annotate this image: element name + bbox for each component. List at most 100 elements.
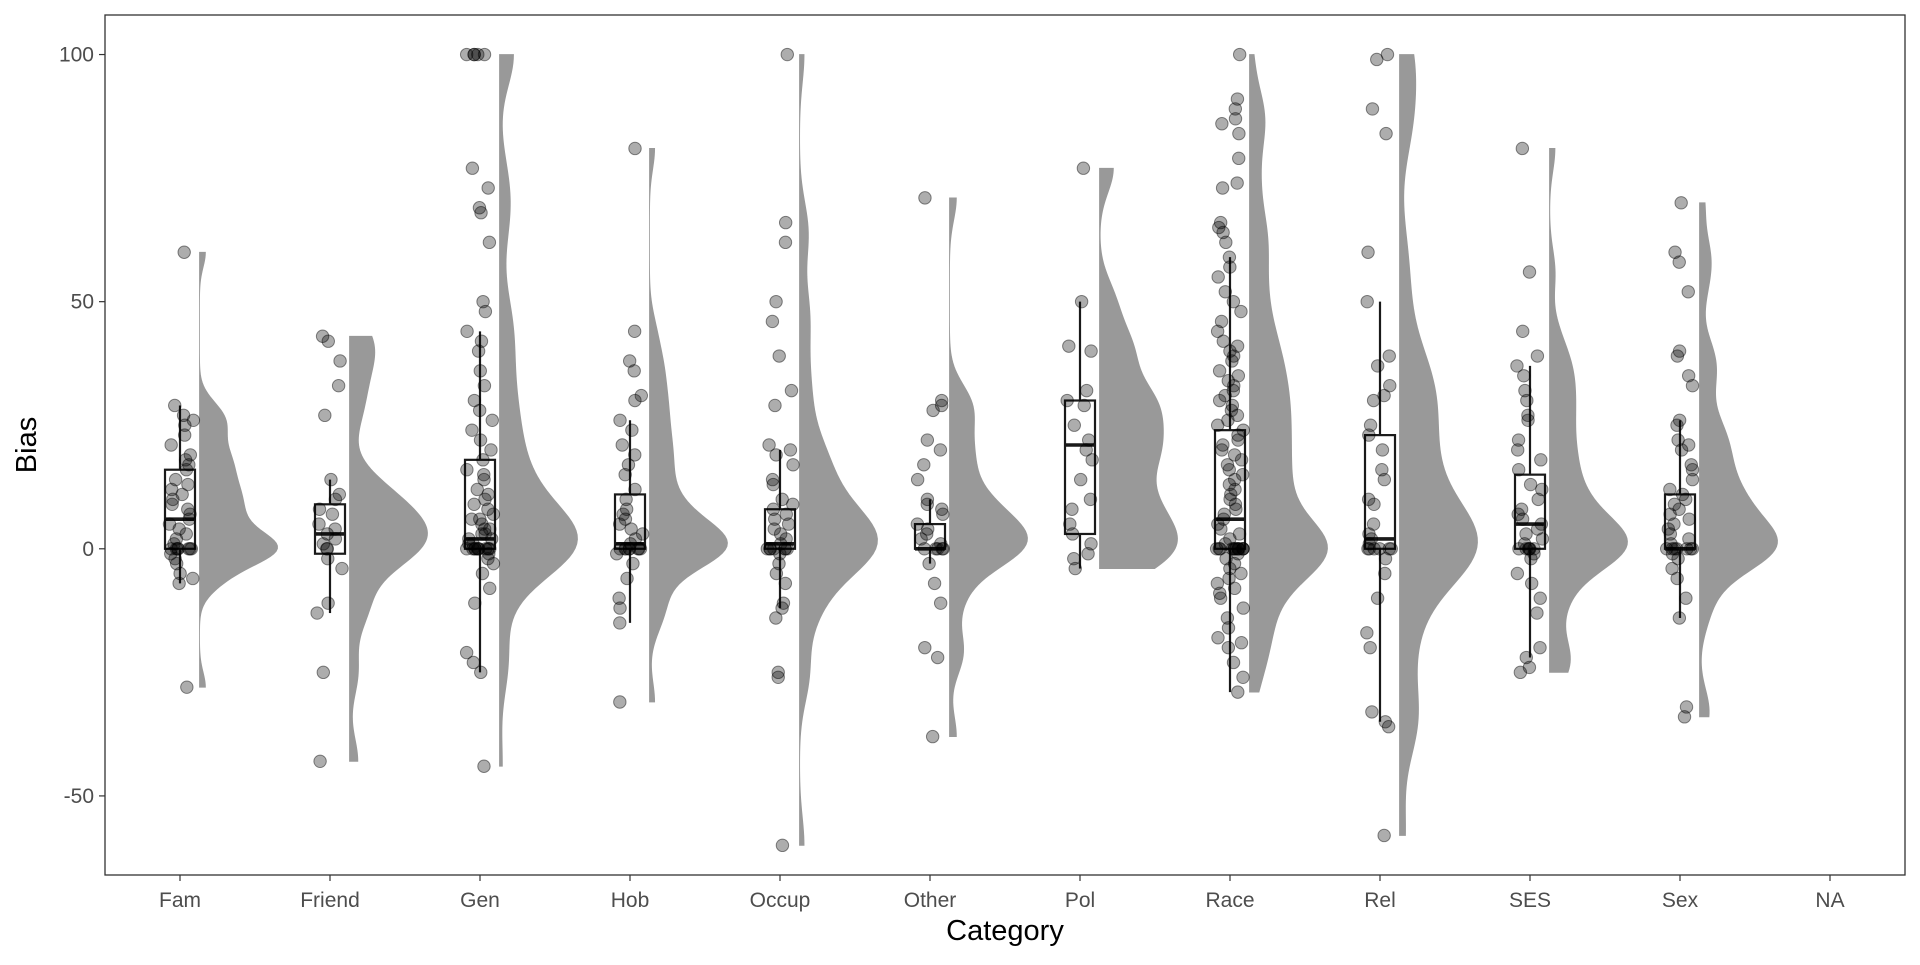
point-race-28 xyxy=(1221,374,1236,388)
point-race-73 xyxy=(1227,542,1242,556)
point-race-11 xyxy=(1216,225,1230,240)
point-sex-13 xyxy=(1684,458,1698,472)
point-friend-13 xyxy=(328,532,343,546)
x-tick-label-ses: SES xyxy=(1509,889,1551,912)
point-other-7 xyxy=(910,472,925,487)
point-rel-25 xyxy=(1372,542,1387,556)
point-sex-22 xyxy=(1682,512,1696,526)
point-rel-13 xyxy=(1375,443,1390,457)
point-ses-23 xyxy=(1535,532,1550,546)
point-hob-0 xyxy=(628,141,642,156)
point-fam-28 xyxy=(171,542,185,556)
point-rel-31 xyxy=(1360,626,1374,640)
point-hob-2 xyxy=(622,354,637,368)
point-gen-27 xyxy=(470,482,484,497)
point-gen-9 xyxy=(482,235,497,250)
point-gen-61 xyxy=(459,645,474,660)
point-fam-9 xyxy=(182,458,196,472)
point-rel-7 xyxy=(1370,359,1385,373)
point-race-60 xyxy=(1223,532,1237,546)
point-fam-7 xyxy=(183,448,198,462)
point-gen-24 xyxy=(460,463,474,477)
point-hob-30 xyxy=(610,547,624,561)
point-race-30 xyxy=(1226,383,1241,398)
point-friend-15 xyxy=(320,542,334,556)
density-hob xyxy=(649,148,728,703)
point-rel-14 xyxy=(1375,463,1389,477)
point-fam-34 xyxy=(169,556,184,571)
point-gen-35 xyxy=(475,517,489,531)
point-rel-10 xyxy=(1366,393,1381,408)
point-race-17 xyxy=(1226,294,1241,309)
point-occup-18 xyxy=(768,512,782,526)
point-rel-17 xyxy=(1367,497,1381,512)
point-fam-32 xyxy=(164,547,178,561)
point-other-18 xyxy=(935,542,949,556)
point-gen-25 xyxy=(477,467,491,482)
point-other-5 xyxy=(933,443,948,457)
point-ses-34 xyxy=(1524,576,1539,591)
x-tick-label-fam: Fam xyxy=(159,889,201,912)
point-race-59 xyxy=(1232,527,1247,541)
point-sex-2 xyxy=(1672,255,1686,269)
point-other-25 xyxy=(918,640,932,655)
point-occup-10 xyxy=(769,448,783,462)
density-other xyxy=(949,197,1028,738)
point-gen-54 xyxy=(478,542,493,556)
point-rel-16 xyxy=(1361,492,1376,507)
point-ses-21 xyxy=(1530,522,1545,536)
point-fam-21 xyxy=(172,522,186,536)
point-race-29 xyxy=(1227,378,1241,393)
box-gen xyxy=(463,458,497,550)
point-occup-23 xyxy=(773,537,788,551)
point-other-1 xyxy=(934,393,949,408)
point-fam-19 xyxy=(182,512,196,526)
point-pol-15 xyxy=(1065,527,1080,541)
point-pol-9 xyxy=(1079,443,1093,457)
point-fam-18 xyxy=(183,507,197,521)
point-gen-23 xyxy=(476,453,490,467)
point-sex-0 xyxy=(1674,196,1688,210)
point-race-8 xyxy=(1215,181,1230,195)
point-sex-19 xyxy=(1667,497,1682,512)
point-race-62 xyxy=(1209,542,1224,556)
point-fam-0 xyxy=(177,245,191,259)
point-race-34 xyxy=(1224,403,1239,418)
y-tick-label-50: 50 xyxy=(71,291,94,314)
point-race-66 xyxy=(1225,542,1240,556)
point-occup-37 xyxy=(769,611,783,625)
point-other-6 xyxy=(917,458,931,472)
point-ses-12 xyxy=(1534,453,1548,467)
point-gen-49 xyxy=(481,542,495,556)
point-fam-17 xyxy=(181,502,195,516)
point-fam-15 xyxy=(166,492,180,507)
point-gen-47 xyxy=(483,542,497,556)
point-ses-9 xyxy=(1521,413,1535,427)
point-occup-35 xyxy=(776,596,791,610)
point-race-12 xyxy=(1219,235,1233,250)
point-pol-1 xyxy=(1074,294,1089,309)
point-rel-32 xyxy=(1363,640,1377,655)
point-ses-3 xyxy=(1530,349,1545,363)
point-hob-5 xyxy=(628,393,642,408)
point-sex-31 xyxy=(1684,542,1698,556)
box-race xyxy=(1213,429,1247,550)
point-ses-20 xyxy=(1534,517,1549,531)
point-ses-19 xyxy=(1515,512,1530,526)
point-race-39 xyxy=(1231,428,1245,442)
point-hob-19 xyxy=(635,527,650,541)
point-other-15 xyxy=(914,532,928,546)
point-friend-6 xyxy=(332,487,347,502)
point-occup-28 xyxy=(780,542,794,556)
point-race-84 xyxy=(1213,591,1228,605)
point-ses-13 xyxy=(1512,463,1526,477)
point-sex-7 xyxy=(1685,378,1700,393)
x-tick-label-race: Race xyxy=(1205,889,1254,912)
point-hob-9 xyxy=(628,448,642,462)
point-gen-17 xyxy=(467,393,482,408)
point-race-48 xyxy=(1228,472,1242,487)
point-occup-36 xyxy=(775,601,789,615)
point-pol-19 xyxy=(1068,561,1082,576)
point-rel-30 xyxy=(1370,591,1385,605)
